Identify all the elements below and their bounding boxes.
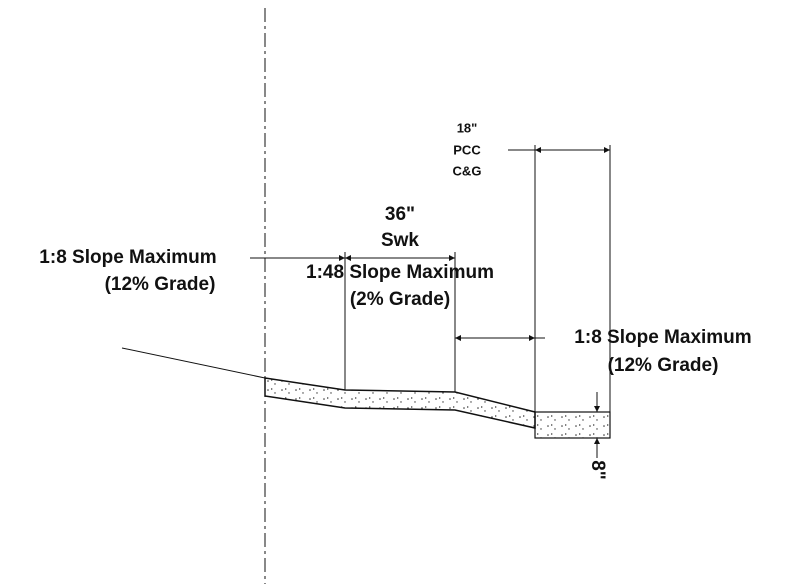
curb-width: 18" [457,120,478,135]
slope-label: 1:8 Slope Maximum [574,327,751,348]
curb [534,411,611,439]
curb-label: PCC [453,142,481,157]
slope-label: 1:48 Slope Maximum [306,262,494,283]
grade-label: (12% Grade) [105,274,216,295]
grade-label: (2% Grade) [350,289,450,310]
sidewalk-slab [264,377,536,429]
ground-line [121,347,266,379]
sidewalk-label: Swk [381,230,419,251]
slope-label: 1:8 Slope Maximum [39,247,216,268]
sidewalk-width: 36" [385,204,415,225]
curb-label: C&G [453,163,482,178]
curb-depth: 8" [587,460,608,480]
grade-label: (12% Grade) [608,355,719,376]
